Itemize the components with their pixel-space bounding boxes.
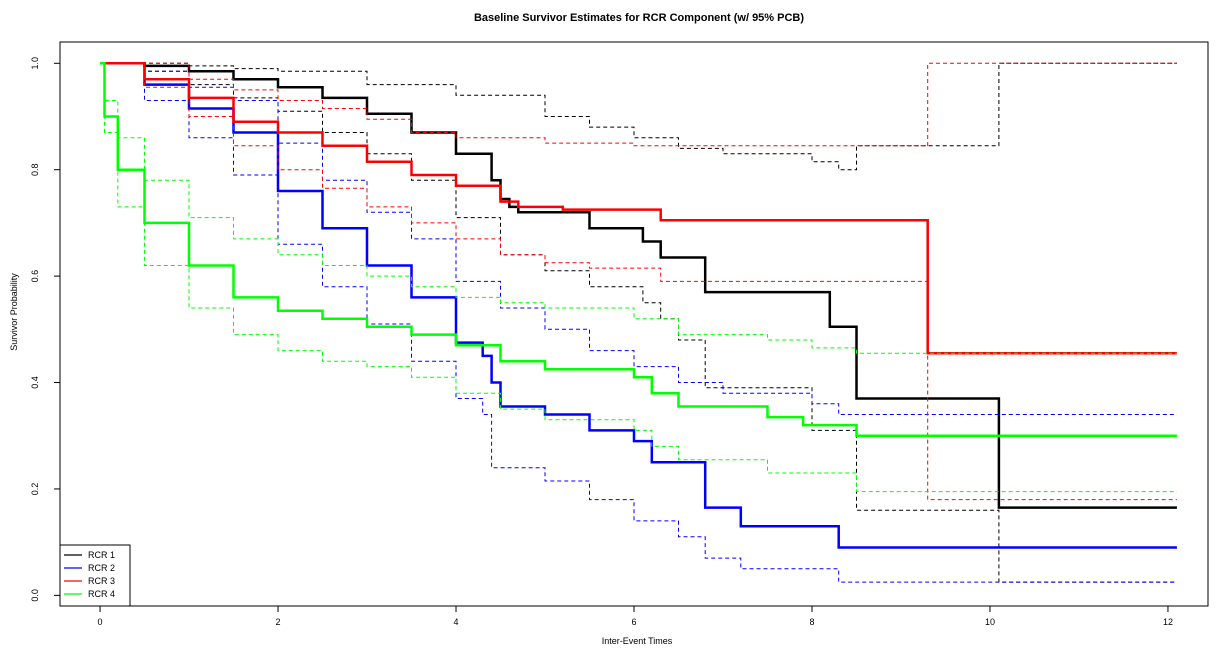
legend-label-rcr-1: RCR 1 [88, 550, 115, 560]
y-axis: 0.0 0.2 0.4 0.6 0.8 1.0 [30, 57, 60, 602]
rcr-3-upper-bound [100, 62, 1177, 147]
y-axis-label: Survivor Probability [9, 273, 19, 351]
x-tick-label: 0 [98, 617, 103, 627]
rcr-4-estimate-line [100, 62, 1177, 437]
legend-label-rcr-4: RCR 4 [88, 589, 115, 599]
x-tick-label: 2 [276, 617, 281, 627]
rcr-1-upper-bound [100, 62, 1177, 171]
rcr-2-upper-bound [100, 62, 1177, 415]
y-tick-label: 0.4 [30, 376, 40, 389]
series-lines [100, 62, 1177, 583]
x-tick-label: 12 [1163, 617, 1173, 627]
legend: RCR 1 RCR 2 RCR 3 RCR 4 [59, 544, 131, 607]
x-tick-label: 10 [985, 617, 995, 627]
y-tick-label: 0.8 [30, 163, 40, 176]
legend-label-rcr-3: RCR 3 [88, 576, 115, 586]
rcr-2-lower-bound [100, 62, 1177, 583]
y-tick-label: 0.2 [30, 483, 40, 496]
rcr-3-estimate-line [100, 62, 1177, 355]
y-tick-label: 0.0 [30, 589, 40, 602]
x-axis-label: Inter-Event Times [602, 636, 673, 646]
legend-label-rcr-2: RCR 2 [88, 563, 115, 573]
x-tick-label: 6 [631, 617, 636, 627]
x-tick-label: 8 [809, 617, 814, 627]
rcr-3-series [100, 62, 1177, 501]
rcr-3-lower-bound [100, 62, 1177, 501]
rcr-2-estimate-line [100, 62, 1177, 549]
x-axis: 0 2 4 6 8 10 12 [98, 606, 1173, 627]
rcr-2-series [100, 62, 1177, 583]
rcr-1-lower-bound [100, 62, 1177, 583]
rcr-4-series [100, 62, 1177, 493]
chart-title: Baseline Survivor Estimates for RCR Comp… [474, 12, 804, 24]
y-tick-label: 0.6 [30, 270, 40, 283]
x-tick-label: 4 [454, 617, 459, 627]
y-tick-label: 1.0 [30, 57, 40, 70]
